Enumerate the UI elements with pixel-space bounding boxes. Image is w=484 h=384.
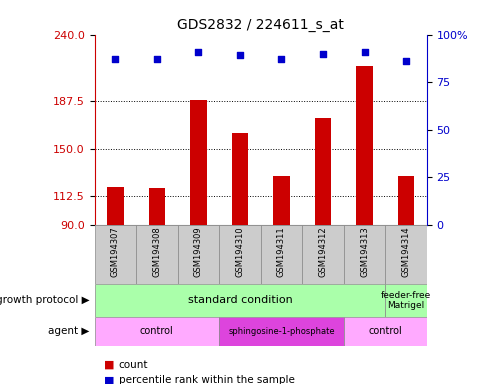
Point	[236, 52, 243, 58]
Bar	[148, 188, 165, 225]
Text: standard condition: standard condition	[187, 295, 292, 306]
Point	[318, 51, 326, 57]
Text: count: count	[119, 360, 148, 370]
Text: GSM194310: GSM194310	[235, 227, 244, 277]
Text: feeder-free
Matrigel: feeder-free Matrigel	[380, 291, 430, 310]
Bar	[219, 317, 343, 346]
Bar	[343, 317, 426, 346]
Bar	[397, 177, 413, 225]
Bar	[314, 118, 331, 225]
Bar	[231, 133, 248, 225]
Bar	[355, 66, 372, 225]
Text: GSM194311: GSM194311	[276, 227, 286, 277]
Text: percentile rank within the sample: percentile rank within the sample	[119, 375, 294, 384]
Bar	[302, 225, 343, 284]
Point	[360, 49, 368, 55]
Bar	[94, 284, 384, 317]
Text: growth protocol ▶: growth protocol ▶	[0, 295, 90, 306]
Text: agent ▶: agent ▶	[48, 326, 90, 336]
Text: control: control	[368, 326, 401, 336]
Text: ■: ■	[104, 375, 115, 384]
Point	[152, 56, 160, 62]
Bar	[136, 225, 177, 284]
Point	[194, 49, 202, 55]
Bar	[384, 284, 426, 317]
Text: GSM194309: GSM194309	[194, 227, 202, 277]
Point	[277, 56, 285, 62]
Point	[401, 58, 409, 64]
Bar	[177, 225, 219, 284]
Text: GSM194313: GSM194313	[359, 227, 368, 277]
Point	[111, 56, 119, 62]
Bar	[107, 187, 123, 225]
Bar	[260, 225, 302, 284]
Text: ■: ■	[104, 360, 115, 370]
Text: GSM194312: GSM194312	[318, 227, 327, 277]
Text: GSM194314: GSM194314	[401, 227, 409, 277]
Title: GDS2832 / 224611_s_at: GDS2832 / 224611_s_at	[177, 18, 344, 32]
Bar	[94, 225, 136, 284]
Bar	[343, 225, 384, 284]
Bar	[219, 225, 260, 284]
Text: GSM194308: GSM194308	[152, 227, 161, 277]
Bar	[384, 225, 426, 284]
Bar	[94, 317, 219, 346]
Text: control: control	[140, 326, 173, 336]
Bar	[190, 101, 206, 225]
Bar	[272, 177, 289, 225]
Text: GSM194307: GSM194307	[111, 227, 120, 277]
Text: sphingosine-1-phosphate: sphingosine-1-phosphate	[227, 327, 334, 336]
